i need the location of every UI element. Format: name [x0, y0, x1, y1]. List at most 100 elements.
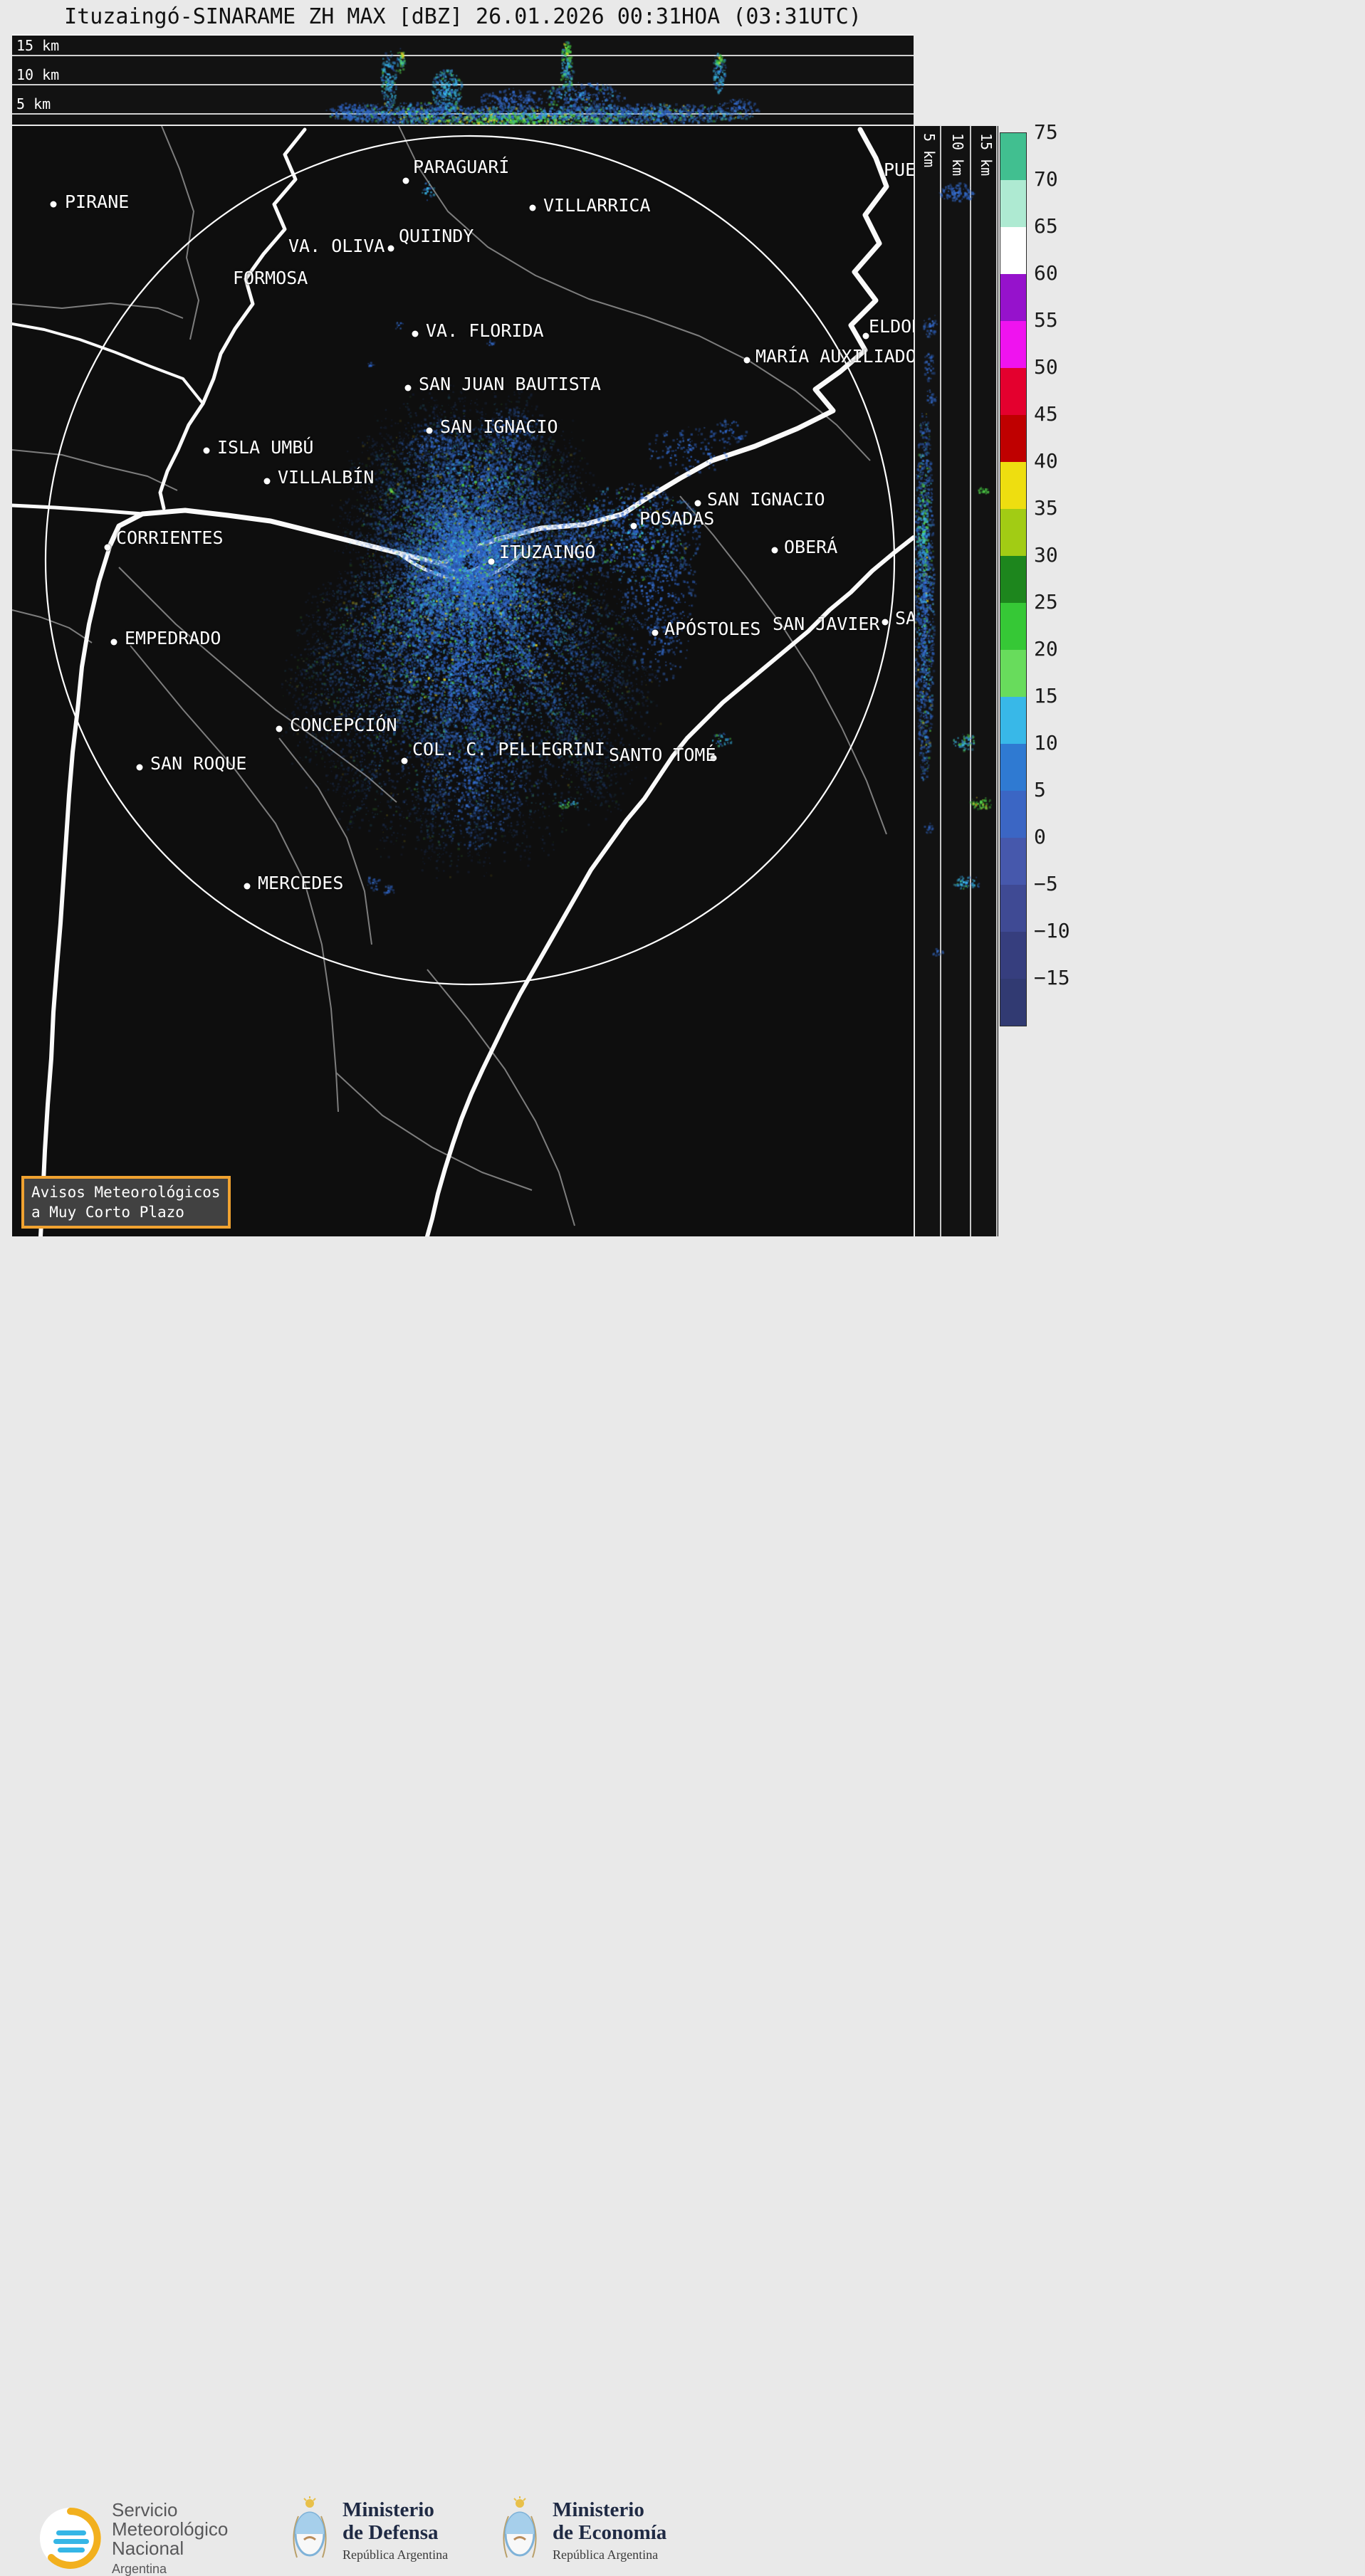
city-label: QUIINDY — [399, 226, 474, 246]
colorbar-segment — [1000, 932, 1026, 979]
city-marker — [402, 177, 409, 184]
colorbar-tick-label: 65 — [1034, 214, 1058, 238]
city-marker — [404, 384, 412, 391]
ministry-subtitle: República Argentina — [342, 2548, 449, 2562]
city-marker — [529, 204, 536, 211]
colorbar-tick-label: 20 — [1034, 637, 1058, 661]
colorbar-segment — [1000, 415, 1026, 462]
altitude-label-5km: 5 km — [16, 95, 51, 112]
colorbar-tick-label: 50 — [1034, 355, 1058, 379]
advisory-line1: Avisos Meteorológicos — [31, 1184, 221, 1201]
range-ring-overlay — [44, 135, 896, 986]
colorbar-segment — [1000, 603, 1026, 650]
colorbar-segment — [1000, 744, 1026, 791]
city-marker — [630, 522, 637, 530]
city-label: EMPEDRADO — [125, 628, 221, 648]
altitude-label-5km: 5 km — [921, 133, 938, 168]
colorbar-tick-label: 70 — [1034, 167, 1058, 191]
city-label: SANTO TOMÉ — [609, 745, 716, 765]
city-label: ITUZAINGÓ — [499, 542, 596, 562]
colorbar-segment — [1000, 838, 1026, 885]
city-marker — [110, 638, 117, 646]
city-label: VA. FLORIDA — [426, 320, 544, 341]
colorbar-segment — [1000, 368, 1026, 415]
range-ring — [44, 135, 896, 986]
city-marker — [244, 883, 251, 890]
colorbar-segment — [1000, 133, 1026, 180]
city-label: CORRIENTES — [116, 527, 224, 548]
city-marker — [401, 757, 408, 764]
city-label: COL. C. PELLEGRINI — [412, 739, 605, 759]
ministry-name-line1: Ministerio — [553, 2498, 644, 2521]
radar-map: Avisos Meteorológicos a Muy Corto Plazo … — [12, 126, 914, 1236]
ministry-defensa-block: Ministerio de Defensa República Argentin… — [287, 2495, 448, 2566]
smn-logo — [40, 2508, 101, 2569]
colorbar-tick-label: −5 — [1034, 872, 1058, 895]
city-label: FORMOSA — [233, 268, 308, 288]
city-label: VA. OLIVA — [288, 236, 385, 256]
city-marker — [104, 544, 111, 551]
city-marker — [387, 245, 394, 252]
radar-title: Ituzaingó-SINARAME ZH MAX [dBZ] 26.01.20… — [64, 4, 862, 29]
colorbar-tick-label: 75 — [1034, 120, 1058, 144]
city-label: VILLALBÍN — [278, 467, 375, 488]
city-marker — [652, 629, 659, 636]
colorbar-segment — [1000, 274, 1026, 321]
advisory-box[interactable]: Avisos Meteorológicos a Muy Corto Plazo — [21, 1176, 231, 1229]
ministry-name-line2: de Defensa — [342, 2521, 439, 2544]
city-marker — [771, 547, 778, 554]
city-marker — [426, 427, 433, 434]
colorbar-segment — [1000, 180, 1026, 227]
colorbar-tick-label: 60 — [1034, 261, 1058, 285]
coat-of-arms-icon — [503, 2496, 537, 2558]
city-marker — [50, 201, 57, 208]
colorbar-tick-label: 5 — [1034, 778, 1046, 801]
colorbar-tick-label: −10 — [1034, 919, 1070, 942]
colorbar-segment — [1000, 979, 1026, 1026]
city-label: MARÍA AUXILIADORA — [755, 346, 914, 367]
city-marker — [882, 619, 889, 626]
ministry-name-line1: Ministerio — [342, 2498, 434, 2521]
city-marker — [862, 332, 869, 340]
altitude-label-15km: 15 km — [978, 133, 995, 177]
city-marker — [136, 764, 143, 771]
city-label: OBERÁ — [784, 537, 838, 557]
city-label: SAN IGNACIO — [440, 416, 558, 437]
colorbar-tick-label: 0 — [1034, 825, 1046, 848]
colorbar-tick-label: 55 — [1034, 308, 1058, 332]
cross-section-top: 15 km 10 km 5 km — [12, 34, 914, 125]
cross-section-top-echoes — [12, 36, 914, 125]
colorbar — [1000, 132, 1027, 1026]
city-label: CONCEPCIÓN — [290, 715, 397, 735]
cross-section-right: 5 km 10 km 15 km — [915, 126, 998, 1236]
smn-name-line1: Servicio — [112, 2499, 178, 2520]
colorbar-tick-label: 15 — [1034, 684, 1058, 708]
city-label: ELDORADO — [869, 316, 914, 337]
city-marker — [276, 725, 283, 732]
colorbar-segment — [1000, 227, 1026, 274]
cross-section-right-echoes — [915, 126, 998, 1236]
city-label: SAN IGNACIO — [707, 489, 825, 510]
city-marker — [412, 330, 419, 337]
advisory-line2: a Muy Corto Plazo — [31, 1204, 184, 1221]
colorbar-segment — [1000, 791, 1026, 838]
coat-of-arms-icon — [293, 2496, 327, 2558]
ministry-economia-block: Ministerio de Economía República Argenti… — [497, 2495, 666, 2566]
city-label: SAN JAVIER — [773, 614, 880, 634]
city-marker — [203, 447, 210, 454]
colorbar-segment — [1000, 556, 1026, 603]
smn-country: Argentina — [112, 2562, 167, 2576]
colorbar-segment — [1000, 509, 1026, 556]
smn-logo-block: Servicio Meteorológico Nacional Argentin… — [39, 2501, 228, 2576]
city-label: PUERTO RICO — [884, 159, 914, 180]
colorbar-segment — [1000, 650, 1026, 697]
city-marker — [263, 478, 271, 485]
city-label: PIRANE — [65, 191, 130, 212]
altitude-label-15km: 15 km — [16, 37, 60, 54]
altitude-label-10km: 10 km — [949, 133, 966, 177]
ministry-name-line2: de Economía — [553, 2521, 667, 2544]
colorbar-tick-label: 30 — [1034, 543, 1058, 567]
smn-name-line3: Nacional — [112, 2538, 184, 2559]
city-label: ISLA UMBÚ — [217, 437, 314, 458]
colorbar-tick-label: 25 — [1034, 590, 1058, 614]
